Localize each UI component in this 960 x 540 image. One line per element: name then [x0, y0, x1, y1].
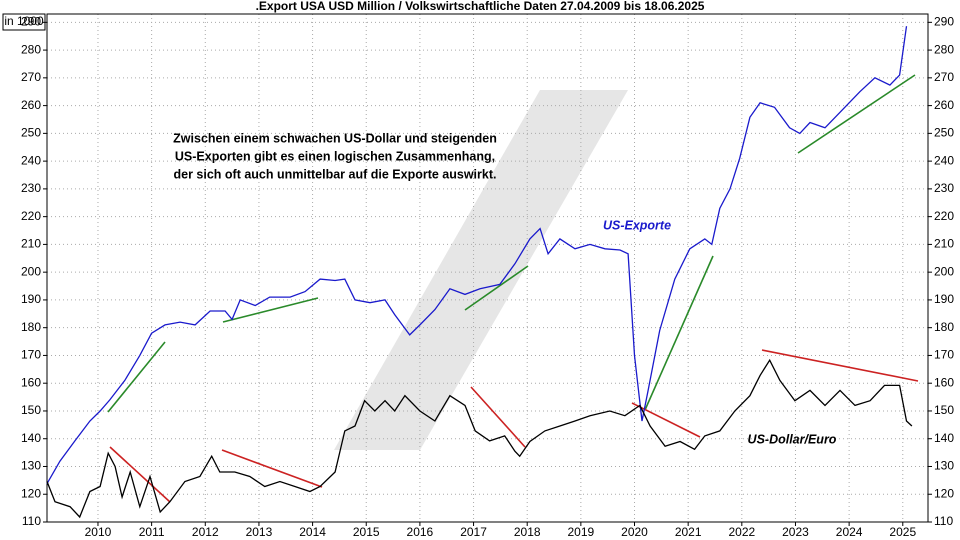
x-tick-label: 2017 — [460, 525, 487, 539]
annotation: US-Exporten gibt es einen logischen Zusa… — [175, 149, 495, 163]
y-tick-label-right: 210 — [934, 237, 954, 251]
trend-line — [631, 402, 701, 438]
y-tick-label-right: 140 — [934, 431, 954, 445]
annotation: Zwischen einem schwachen US-Dollar und s… — [173, 131, 497, 145]
chart-title: .Export USA USD Million / Volkswirtschaf… — [256, 0, 705, 13]
trend-line — [470, 386, 526, 448]
y-tick-label-right: 150 — [934, 403, 954, 417]
series-label: US-Dollar/Euro — [748, 432, 837, 446]
y-tick-label: 170 — [21, 348, 41, 362]
y-tick-label-right: 110 — [934, 514, 953, 528]
x-tick-label: 2023 — [782, 525, 809, 539]
trend-line — [464, 265, 529, 311]
x-tick-label: 2010 — [85, 525, 112, 539]
y-tick-label-right: 120 — [934, 486, 954, 500]
y-tick-label-right: 280 — [934, 42, 954, 56]
x-tick-label: 2024 — [836, 525, 863, 539]
x-tick-label: 2015 — [353, 525, 380, 539]
x-tick-label: 2018 — [514, 525, 541, 539]
series-line — [46, 26, 908, 485]
y-tick-label-right: 190 — [934, 292, 954, 306]
y-tick-label-right: 230 — [934, 181, 954, 195]
plot-frame — [46, 13, 929, 523]
x-tick-label: 2013 — [246, 525, 273, 539]
y-tick-label-right: 270 — [934, 70, 954, 84]
y-tick-label: 290 — [21, 14, 41, 28]
y-tick-label: 240 — [21, 153, 41, 167]
y-tick-label: 280 — [21, 42, 41, 56]
series-line — [46, 358, 913, 519]
y-tick-label: 260 — [21, 98, 41, 112]
y-tick-label: 190 — [21, 292, 41, 306]
y-tick-label-right: 160 — [934, 375, 954, 389]
y-tick-label-right: 260 — [934, 98, 954, 112]
x-tick-label: 2012 — [192, 525, 219, 539]
trend-line — [644, 255, 714, 411]
y-tick-label: 200 — [21, 264, 41, 278]
x-tick-label: 2021 — [675, 525, 702, 539]
y-tick-label: 110 — [22, 514, 41, 528]
y-tick-label-right: 180 — [934, 320, 954, 334]
trend-line — [761, 349, 919, 382]
y-tick-label: 160 — [21, 375, 41, 389]
y-tick-label-right: 290 — [934, 14, 954, 28]
x-tick-label: 2016 — [407, 525, 434, 539]
unit-label: in 1000 — [4, 14, 44, 28]
y-tick-label: 120 — [21, 486, 41, 500]
y-tick-label-right: 200 — [934, 264, 954, 278]
y-tick-label: 140 — [21, 431, 41, 445]
trend-line — [107, 341, 166, 413]
x-tick-label: 2011 — [139, 525, 165, 539]
trend-line — [221, 449, 323, 488]
trend-line — [109, 446, 171, 503]
y-tick-label: 180 — [21, 320, 41, 334]
trend-line — [222, 297, 319, 323]
y-tick-label: 210 — [21, 237, 41, 251]
y-tick-label-right: 220 — [934, 209, 954, 223]
y-tick-label: 220 — [21, 209, 41, 223]
trend-lines — [107, 74, 919, 503]
y-tick-label-right: 170 — [934, 348, 954, 362]
y-tick-label: 250 — [21, 126, 41, 140]
x-tick-label: 2022 — [728, 525, 755, 539]
trend-line — [797, 74, 916, 154]
y-tick-label-right: 130 — [934, 459, 954, 473]
x-tick-label: 2019 — [568, 525, 595, 539]
y-tick-label: 270 — [21, 70, 41, 84]
y-tick-label: 130 — [21, 459, 41, 473]
x-tick-label: 2020 — [621, 525, 648, 539]
annotation: der sich oft auch unmittelbar auf die Ex… — [174, 167, 497, 181]
y-tick-label: 150 — [21, 403, 41, 417]
x-tick-label: 2025 — [889, 525, 916, 539]
y-tick-label-right: 250 — [934, 126, 954, 140]
series-label: US-Exporte — [603, 218, 671, 232]
watermark — [334, 90, 628, 450]
y-tick-label: 230 — [21, 181, 41, 195]
x-tick-label: 2014 — [299, 525, 326, 539]
y-tick-label-right: 240 — [934, 153, 954, 167]
